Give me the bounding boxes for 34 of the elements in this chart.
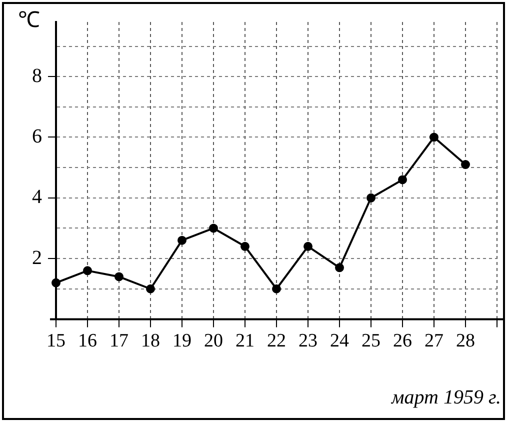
x-tick-label: 18 — [141, 330, 160, 352]
x-tick-label: 27 — [424, 330, 444, 352]
x-tick-label: 16 — [78, 330, 97, 352]
x-axis-title: март 1959 г. — [390, 386, 501, 408]
point — [114, 272, 124, 282]
x-tick-label: 17 — [110, 330, 128, 352]
y-tick-label: 2 — [32, 246, 42, 269]
x-tick-label: 24 — [330, 330, 350, 352]
x-tick-label: 23 — [298, 330, 318, 352]
point — [461, 160, 470, 170]
x-tick-label: 25 — [362, 330, 380, 352]
point — [366, 193, 376, 202]
point — [398, 175, 407, 184]
point — [178, 236, 186, 245]
x-tick-label: 26 — [393, 330, 412, 352]
x-tick-label: 15 — [46, 330, 66, 352]
x-tick-label: 21 — [236, 330, 254, 352]
point — [335, 263, 344, 272]
point — [304, 242, 312, 251]
y-tick-label: 6 — [32, 125, 42, 148]
point — [430, 132, 438, 142]
x-tick-label: 19 — [172, 330, 192, 352]
point — [272, 284, 281, 294]
point — [52, 278, 60, 288]
y-tick-label: 8 — [32, 64, 42, 87]
y-tick-label: 4 — [32, 186, 42, 208]
point — [146, 284, 155, 294]
y-axis-title: ℃ — [18, 6, 40, 32]
point — [83, 266, 92, 276]
x-tick-label: 22 — [267, 330, 286, 352]
point — [240, 242, 250, 251]
point — [209, 224, 218, 233]
x-tick-label: 28 — [456, 330, 475, 352]
x-tick-label: 20 — [204, 330, 223, 352]
